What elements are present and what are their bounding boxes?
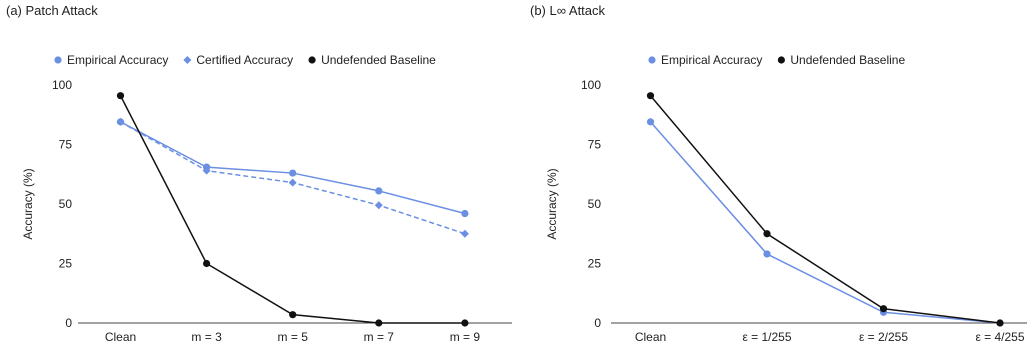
data-point — [289, 169, 297, 177]
data-point — [879, 305, 888, 313]
data-point — [202, 166, 211, 175]
legend-label: Empirical Accuracy — [67, 53, 168, 67]
y-tick-label: 25 — [588, 257, 602, 271]
data-point — [288, 178, 297, 187]
x-tick-label: ε = 2/255 — [859, 330, 908, 344]
data-point — [289, 311, 297, 319]
y-axis-title: Accuracy (%) — [21, 168, 35, 239]
chart-title: (a) Patch Attack — [6, 3, 98, 18]
data-point — [461, 319, 469, 327]
chart-title: (b) L∞ Attack — [530, 3, 606, 18]
series-line-1 — [120, 121, 466, 235]
y-tick-label: 0 — [594, 316, 601, 330]
data-point — [646, 118, 655, 126]
data-point — [374, 201, 383, 210]
y-tick-label: 75 — [588, 138, 602, 152]
y-axis-title: Accuracy (%) — [545, 168, 559, 239]
legend-label: Empirical Accuracy — [661, 53, 762, 67]
data-point — [203, 259, 211, 268]
legend-marker — [54, 56, 62, 64]
y-tick-label: 25 — [59, 257, 73, 271]
chart-panel-patch-attack: (a) Patch Attack Accuracy (%) 0 25 50 75 100 C… — [0, 0, 516, 350]
y-tick-label: 75 — [59, 138, 73, 152]
data-point — [116, 117, 125, 126]
data-point — [116, 92, 125, 100]
data-point — [996, 319, 1004, 327]
patch-attack-chart: Accuracy (%) 0 25 50 75 100 Clean m = 3 m = 5 m =… — [21, 53, 512, 344]
data-point — [460, 229, 469, 238]
y-tick-label: 100 — [52, 78, 72, 92]
data-point — [763, 230, 771, 238]
data-point — [646, 92, 655, 100]
chart-panel-linf-attack: (b) L∞ Attack Accuracy (%) 0 25 50 75 100 Clea… — [516, 0, 1033, 350]
series-line-0 — [649, 121, 1001, 324]
x-tick-label: Clean — [105, 330, 136, 344]
legend-label: Undefended Baseline — [321, 53, 436, 67]
series-line-1 — [649, 95, 1001, 324]
x-tick-label: m = 5 — [278, 330, 309, 344]
linf-attack-chart: Accuracy (%) 0 25 50 75 100 Clean ε = 1/255 ε = … — [545, 53, 1027, 344]
x-tick-label: Clean — [635, 330, 666, 344]
y-tick-label: 100 — [581, 78, 601, 92]
y-tick-label: 0 — [65, 316, 72, 330]
series-line-2 — [119, 95, 465, 324]
x-tick-label: ε = 1/255 — [742, 330, 791, 344]
x-tick-label: m = 7 — [364, 330, 395, 344]
y-tick-label: 50 — [588, 197, 602, 211]
x-tick-label: ε = 4/255 — [975, 330, 1024, 344]
y-tick-label: 50 — [59, 197, 73, 211]
x-tick-label: m = 9 — [450, 330, 481, 344]
legend-label: Undefended Baseline — [790, 53, 905, 67]
legend-marker — [308, 56, 316, 64]
legend-marker — [648, 56, 656, 64]
legend-label: Certified Accuracy — [196, 53, 293, 67]
data-point — [375, 319, 383, 327]
series-line-0 — [120, 121, 466, 215]
data-point — [461, 209, 469, 218]
data-point — [375, 187, 383, 195]
x-tick-label: m = 3 — [191, 330, 222, 344]
legend-marker — [777, 56, 785, 64]
data-point — [763, 250, 771, 258]
legend-marker — [183, 56, 192, 64]
